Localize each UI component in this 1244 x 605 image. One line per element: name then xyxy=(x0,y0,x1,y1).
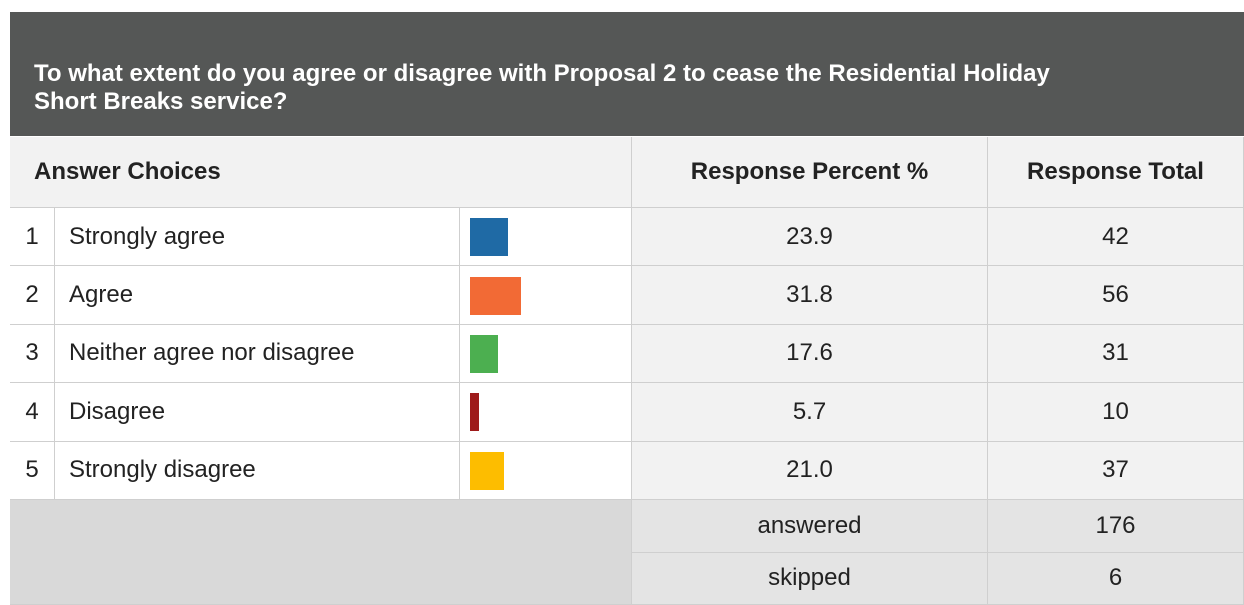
header-cell: Answer Choices xyxy=(10,137,632,208)
question-title: To what extent do you agree or disagree … xyxy=(10,12,1244,136)
total-cell: 37 xyxy=(988,441,1244,500)
row-index: 2 xyxy=(10,266,55,325)
total-cell: 56 xyxy=(988,266,1244,325)
total-cell: 31 xyxy=(988,324,1244,384)
bar-cell xyxy=(460,324,632,384)
bar xyxy=(470,276,521,315)
total-cell: 10 xyxy=(988,383,1244,442)
footer-blank xyxy=(10,500,632,605)
bar-cell xyxy=(460,441,632,500)
row-index: 3 xyxy=(10,324,55,384)
header-cell: Response Percent % xyxy=(632,137,988,208)
percent-cell: 5.7 xyxy=(632,383,988,442)
bar xyxy=(470,451,504,490)
percent-cell: 31.8 xyxy=(632,266,988,325)
row-label: Agree xyxy=(55,266,460,325)
percent-cell: 21.0 xyxy=(632,441,988,500)
row-label: Neither agree nor disagree xyxy=(55,324,460,384)
total-cell: 42 xyxy=(988,208,1244,267)
bar-cell xyxy=(460,208,632,267)
bar xyxy=(470,334,499,373)
row-label: Strongly disagree xyxy=(55,441,460,500)
bar xyxy=(470,218,509,257)
bar xyxy=(470,393,480,432)
bar-cell xyxy=(460,266,632,325)
footer-label: skipped xyxy=(632,552,988,605)
row-label: Disagree xyxy=(55,383,460,442)
row-label: Strongly agree xyxy=(55,208,460,267)
row-index: 4 xyxy=(10,383,55,442)
footer-value: 176 xyxy=(988,500,1244,553)
header-cell: Response Total xyxy=(988,137,1244,208)
row-index: 1 xyxy=(10,208,55,267)
percent-cell: 17.6 xyxy=(632,324,988,384)
percent-cell: 23.9 xyxy=(632,208,988,267)
bar-cell xyxy=(460,383,632,442)
footer-label: answered xyxy=(632,500,988,553)
row-index: 5 xyxy=(10,441,55,500)
footer-value: 6 xyxy=(988,552,1244,605)
